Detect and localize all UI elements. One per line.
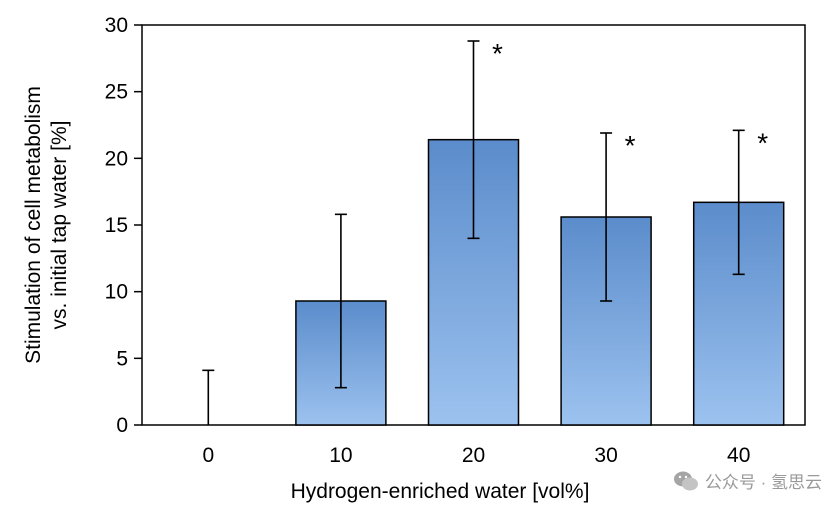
y-tick-label: 25 [105,81,128,104]
watermark: 公众号 · 氢思云 [673,468,822,493]
x-tick-label: 0 [202,444,214,467]
y-axis-title-line1: Stimulation of cell metabolism [22,86,45,364]
y-tick-label: 15 [105,214,128,237]
y-tick-label: 20 [105,147,128,170]
x-tick-label: 40 [727,444,750,467]
x-tick-label: 30 [594,444,617,467]
error-bar-20 [467,40,480,240]
significance-star-40: * [757,127,768,158]
x-tick-label: 10 [329,444,352,467]
y-tick-label: 30 [105,14,128,37]
error-bar-0 [202,369,215,425]
error-bar-30 [600,132,613,302]
error-bar-10 [334,213,347,389]
significance-star-30: * [625,130,636,161]
x-tick-label: 20 [462,444,485,467]
y-axis-title-line2: vs. initial tap water [%] [48,121,71,330]
watermark-text: 公众号 · 氢思云 [704,473,822,492]
wechat-icon [673,471,698,490]
error-bar-40 [732,129,745,276]
y-tick-label: 0 [116,414,128,437]
x-axis-title: Hydrogen-enriched water [vol%] [291,480,590,503]
y-tick-label: 5 [116,347,128,370]
y-tick-label: 10 [105,281,128,304]
significance-star-20: * [492,38,503,69]
